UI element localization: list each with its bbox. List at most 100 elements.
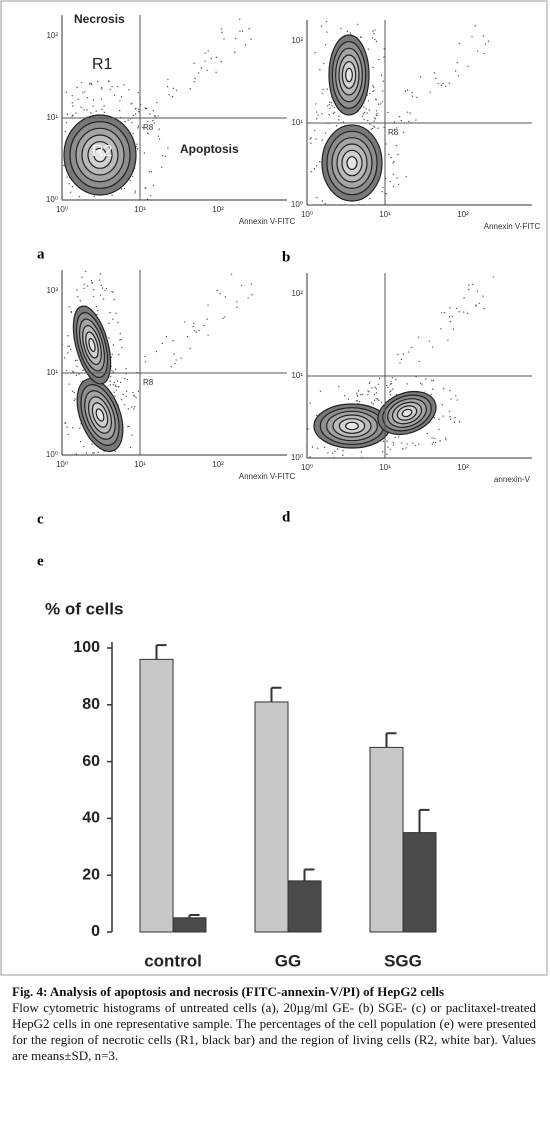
event-dot <box>195 331 198 333</box>
x-tick-label: 10⁰ <box>56 460 68 469</box>
event-dot <box>220 28 223 30</box>
event-dot <box>363 118 365 121</box>
event-dot <box>105 287 108 290</box>
event-dot <box>445 439 447 441</box>
event-dot <box>432 441 435 444</box>
event-dot <box>100 284 102 287</box>
event-dot <box>383 56 385 58</box>
event-dot <box>165 335 168 338</box>
event-dot <box>116 380 119 382</box>
event-dot <box>357 23 359 26</box>
event-dot <box>309 456 311 458</box>
bar <box>254 701 289 933</box>
event-dot <box>382 90 384 92</box>
event-dot <box>381 190 383 193</box>
event-dot <box>310 142 312 144</box>
event-dot <box>234 51 236 54</box>
event-dot <box>76 359 78 362</box>
event-dot <box>121 346 123 349</box>
event-dot <box>197 72 200 74</box>
y-tick-label: 40 <box>82 810 100 827</box>
bar <box>369 746 404 933</box>
event-dot <box>129 446 132 449</box>
event-dot <box>114 368 117 371</box>
event-dot <box>392 173 395 175</box>
x-tick-label: 10⁰ <box>301 463 313 472</box>
event-dot <box>440 328 442 330</box>
event-dot <box>389 448 392 450</box>
event-dot <box>113 94 116 97</box>
event-dot <box>357 390 360 392</box>
event-dot <box>368 382 371 385</box>
event-dot <box>189 347 191 350</box>
event-dot <box>102 298 105 300</box>
flow-panel: 10⁰ 10¹ 10² 10⁰ 10¹ 10² annexin-V d <box>282 273 532 525</box>
event-dot <box>471 35 473 38</box>
event-dot <box>206 318 208 320</box>
event-dot <box>474 25 476 27</box>
event-dot <box>373 393 376 396</box>
event-dot <box>363 111 366 114</box>
event-dot <box>482 295 484 297</box>
event-dot <box>111 370 113 372</box>
event-dot <box>378 58 380 61</box>
event-dot <box>330 101 333 104</box>
event-dot <box>374 118 377 120</box>
event-dot <box>152 110 154 112</box>
event-dot <box>406 111 409 113</box>
event-dot <box>134 190 136 192</box>
event-dot <box>367 48 370 50</box>
event-dot <box>320 25 323 27</box>
event-dot <box>411 95 414 97</box>
event-dot <box>449 415 451 418</box>
event-dot <box>167 78 169 81</box>
event-dot <box>375 110 378 112</box>
event-dot <box>414 444 417 447</box>
x-axis-label: Annexin V-FITC <box>239 472 296 481</box>
y-tick-label: 10² <box>291 36 303 45</box>
event-dot <box>328 103 331 106</box>
event-dot <box>466 312 469 315</box>
event-dot <box>96 313 98 316</box>
event-dot <box>144 355 146 358</box>
event-dot <box>134 113 137 115</box>
panel-letter: e <box>37 553 44 569</box>
event-dot <box>174 362 176 365</box>
event-dot <box>137 125 140 128</box>
event-dot <box>397 183 400 186</box>
event-dot <box>359 393 362 396</box>
event-dot <box>399 362 401 364</box>
event-dot <box>69 348 72 350</box>
event-dot <box>158 138 161 140</box>
event-dot <box>158 128 161 130</box>
event-dot <box>112 371 114 373</box>
event-dot <box>250 38 252 40</box>
bar <box>139 658 174 933</box>
event-dot <box>369 381 371 383</box>
event-dot <box>376 112 378 115</box>
event-dot <box>111 194 113 196</box>
event-dot <box>453 421 456 424</box>
event-dot <box>81 276 83 279</box>
event-dot <box>147 132 149 135</box>
event-dot <box>72 427 74 429</box>
event-dot <box>447 339 449 342</box>
event-dot <box>483 308 485 310</box>
event-dot <box>80 106 82 109</box>
event-dot <box>368 109 371 111</box>
event-dot <box>119 381 122 384</box>
event-dot <box>458 421 461 423</box>
event-dot <box>66 176 68 178</box>
event-dot <box>386 440 388 443</box>
event-dot <box>406 89 409 91</box>
event-dot <box>154 116 157 118</box>
event-dot <box>387 111 389 114</box>
event-dot <box>65 121 68 124</box>
event-dot <box>415 119 417 121</box>
event-dot <box>375 392 378 394</box>
event-dot <box>192 322 195 324</box>
event-dot <box>125 395 127 398</box>
event-dot <box>338 115 340 118</box>
event-dot <box>112 291 114 293</box>
event-dot <box>370 402 373 404</box>
